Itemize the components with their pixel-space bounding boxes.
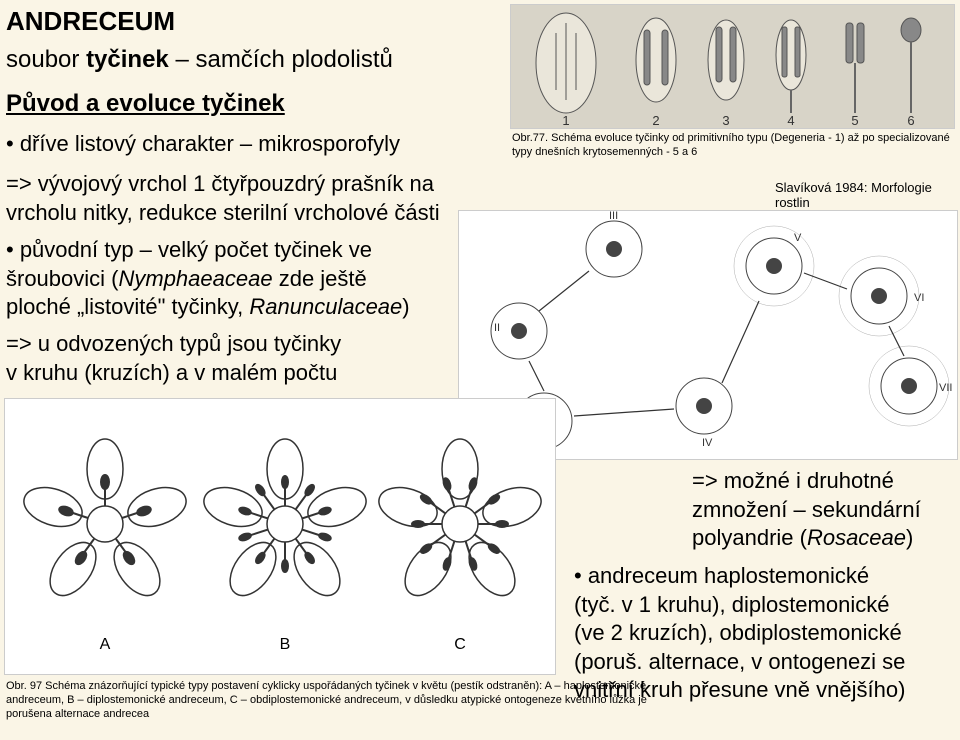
top-figure-image: 1 2 3 4 5 6 <box>510 4 955 129</box>
subtitle-bold: tyčinek <box>86 46 169 73</box>
bullet-2b-mid: zde ještě <box>273 266 367 291</box>
bullet-2c-prefix: ploché „listovité" tyčinky, <box>6 294 249 319</box>
abc-andreceum-diagram: A B C <box>4 398 556 675</box>
result-1: => vývojový vrchol 1 čtyřpouzdrý prašník… <box>6 170 440 227</box>
subtitle-prefix: soubor <box>6 46 86 73</box>
svg-text:IV: IV <box>702 437 713 449</box>
stamen-evolution-illustration: 1 2 3 4 5 6 <box>511 5 956 130</box>
result-3a: => možné i druhotné <box>692 468 894 493</box>
bullet-1: • dříve listový charakter – mikrosporofy… <box>6 130 400 159</box>
bullet-3d: (poruš. alternace, v ontogenezi se <box>574 649 905 674</box>
svg-text:III: III <box>609 211 618 222</box>
abc-caption-3: porušena alternace andrecea <box>6 708 716 722</box>
result-1a: => vývojový vrchol 1 čtyřpouzdrý prašník… <box>6 171 434 196</box>
svg-text:5: 5 <box>851 113 858 128</box>
svg-text:6: 6 <box>907 113 914 128</box>
svg-text:1: 1 <box>562 113 569 128</box>
label-C: C <box>454 636 466 653</box>
bullet-2a: • původní typ – velký počet tyčinek ve <box>6 237 372 262</box>
bullet-2: • původní typ – velký počet tyčinek ve š… <box>6 236 410 322</box>
bullet-3a: • andreceum haplostemonické <box>574 563 869 588</box>
bullet-2c-suffix: ) <box>402 294 409 319</box>
result-2: => u odvozených typů jsou tyčinky v kruh… <box>6 330 341 387</box>
bullet-3c: (ve 2 kruzích), obdiplostemonické <box>574 620 902 645</box>
top-figure-caption: Obr.77. Schéma evoluce tyčinky od primit… <box>512 132 957 160</box>
result-3: => možné i druhotné zmnožení – sekundárn… <box>692 467 921 553</box>
result-2b: v kruhu (kruzích) a v malém počtu <box>6 360 337 385</box>
result-3b: zmnožení – sekundární <box>692 497 921 522</box>
bullet-3b: (tyč. v 1 kruhu), diplostemonické <box>574 592 889 617</box>
result-3c-suffix: ) <box>906 525 913 550</box>
result-1b: vrcholu nitky, redukce sterilní vrcholov… <box>6 200 440 225</box>
result-3c-prefix: polyandrie ( <box>692 525 807 550</box>
svg-text:2: 2 <box>652 113 659 128</box>
page-title: ANDRECEUM <box>6 6 175 37</box>
bullet-2c-italic: Ranunculaceae <box>249 294 402 319</box>
svg-text:VI: VI <box>914 292 924 304</box>
svg-text:3: 3 <box>722 113 729 128</box>
svg-text:II: II <box>494 322 500 334</box>
bullet-3e: vnitřní kruh přesune vně vnějšího) <box>574 677 905 702</box>
bullet-2b-italic: Nymphaeaceae <box>118 266 272 291</box>
label-B: B <box>280 636 291 653</box>
bullet-3: • andreceum haplostemonické (tyč. v 1 kr… <box>574 562 905 705</box>
bullet-2b-prefix: šroubovici ( <box>6 266 118 291</box>
subtitle: soubor tyčinek – samčích plodolistů <box>6 46 393 74</box>
section-heading: Původ a evoluce tyčinek <box>6 90 285 118</box>
svg-text:4: 4 <box>787 113 794 128</box>
subtitle-suffix: – samčích plodolistů <box>169 46 393 73</box>
label-A: A <box>100 636 111 653</box>
svg-text:VII: VII <box>939 382 952 394</box>
result-3c-italic: Rosaceae <box>807 525 906 550</box>
citation: Slavíková 1984: Morfologie rostlin <box>775 180 960 210</box>
result-2a: => u odvozených typů jsou tyčinky <box>6 331 341 356</box>
